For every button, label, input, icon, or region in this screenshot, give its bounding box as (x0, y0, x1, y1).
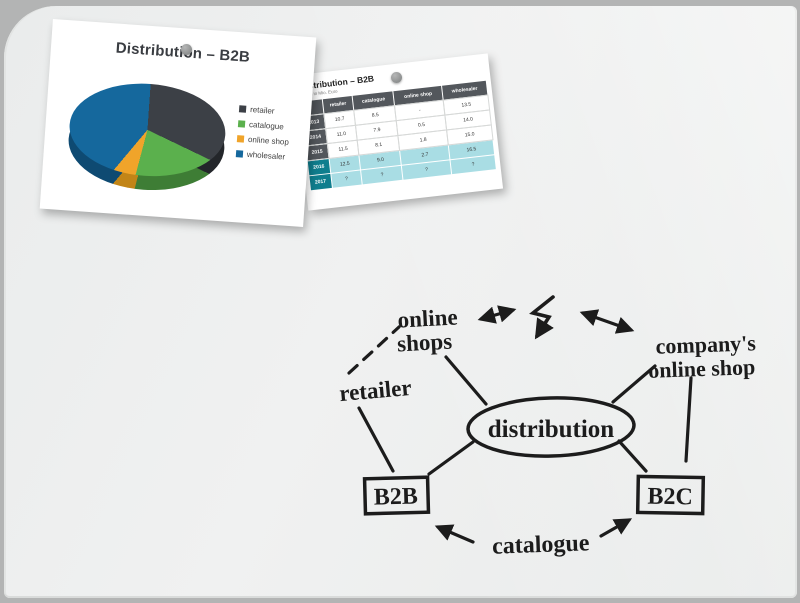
magnet-dot (181, 44, 192, 55)
online-shops-label-line1: online (397, 304, 458, 332)
distribution-label: distribution (488, 416, 615, 443)
edge-catalogue-b2c (599, 518, 633, 538)
edge-conflict-right-arrow (579, 309, 635, 334)
edge-online-shops-distribution (444, 355, 488, 406)
edge-retailer-b2b (357, 406, 395, 473)
companys-online-shop-label-line1: company's (655, 330, 756, 358)
edge-distribution-b2c (617, 439, 648, 473)
companys-online-shop-label-line2: online shop (648, 354, 756, 383)
catalogue-label: catalogue (492, 530, 591, 559)
retailer-label: retailer (338, 375, 412, 406)
edge-distribution-b2b (427, 440, 475, 476)
edge-companys-shop-distribution (611, 364, 657, 404)
magnet-dot (391, 72, 402, 83)
b2b-node-box (362, 475, 431, 516)
conflict-lightning-icon (529, 295, 555, 340)
b2b-label: B2B (373, 483, 418, 510)
distribution-node-ellipse (466, 396, 636, 458)
edge-retailer-online-shops (347, 325, 401, 375)
edge-companys-shop-b2c (684, 376, 693, 463)
edge-catalogue-b2b (434, 524, 475, 544)
b2c-node-box (635, 474, 706, 516)
b2c-label: B2C (647, 484, 693, 511)
edge-conflict-left-arrow (477, 305, 517, 324)
online-shops-label-line2: shops (396, 329, 452, 357)
